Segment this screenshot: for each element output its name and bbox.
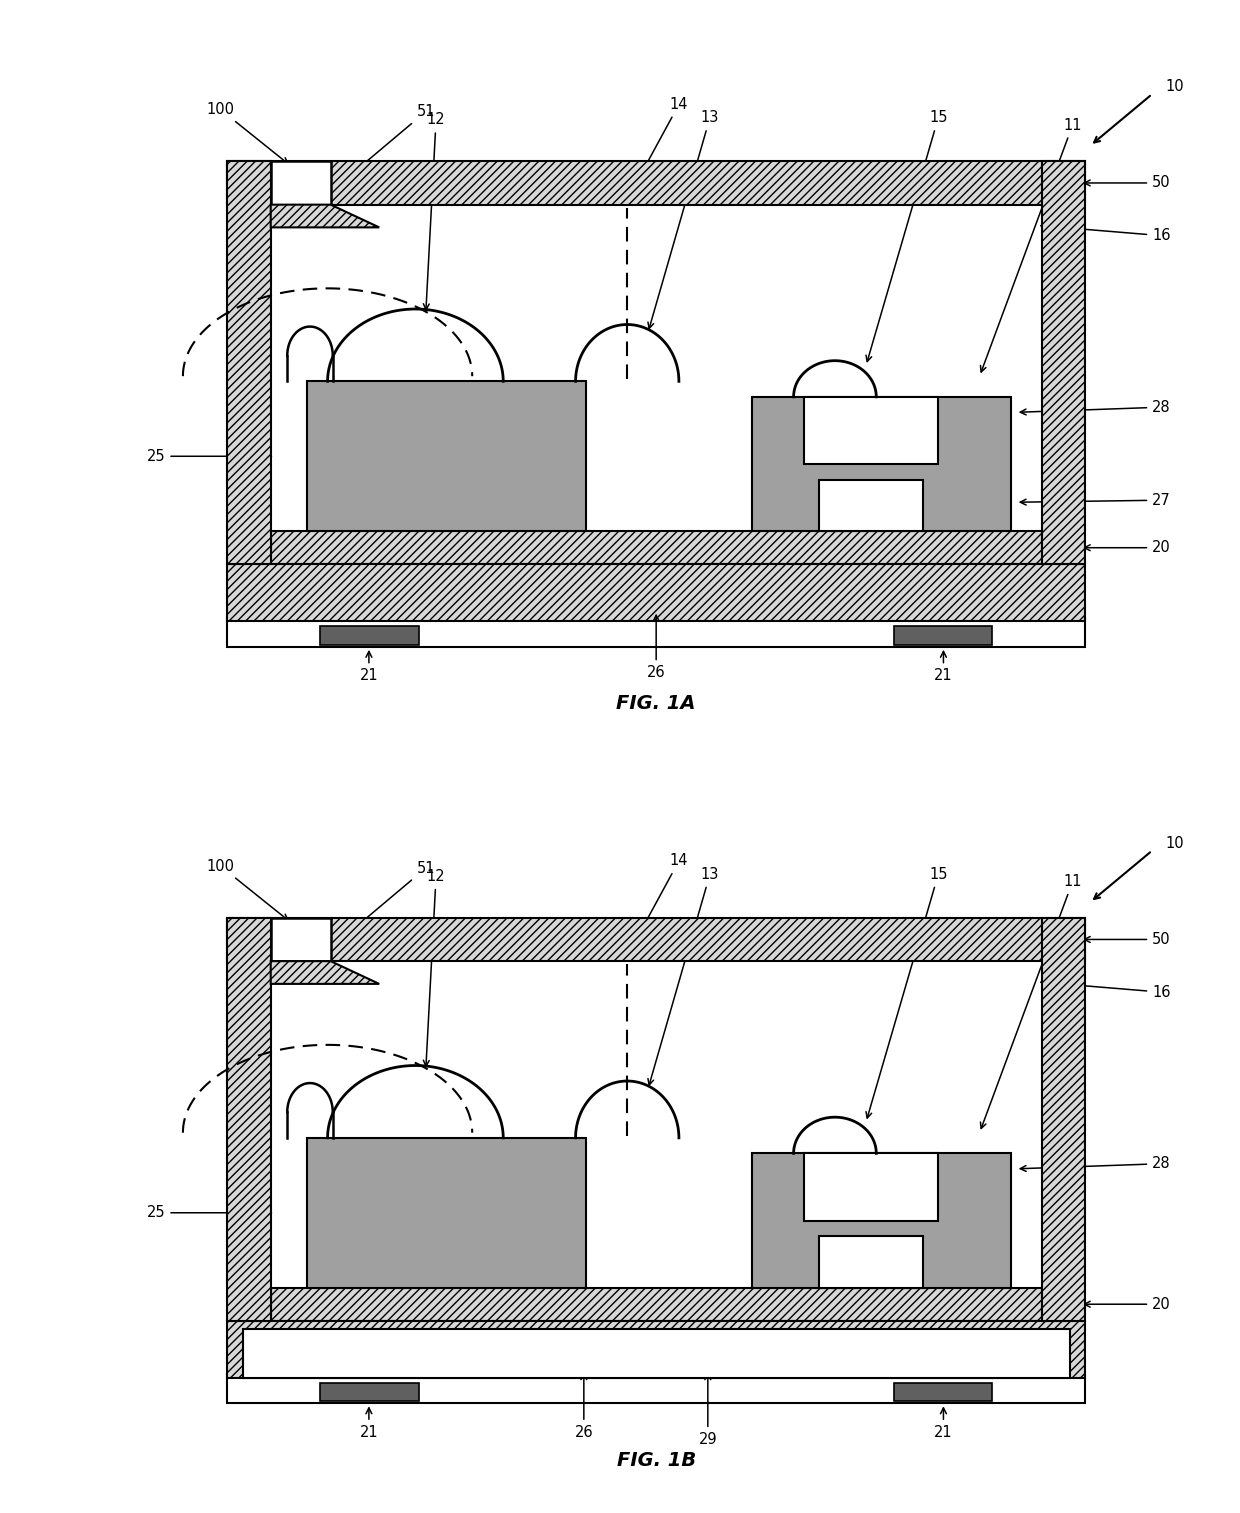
Bar — [894, 1383, 992, 1401]
Text: 14: 14 — [630, 97, 688, 195]
Polygon shape — [270, 204, 379, 227]
Text: 15: 15 — [866, 867, 947, 1118]
Text: 12: 12 — [423, 112, 445, 310]
Text: 21: 21 — [360, 652, 378, 684]
Text: 13: 13 — [649, 867, 719, 1085]
Bar — [270, 204, 327, 224]
Text: 25: 25 — [146, 449, 272, 464]
Bar — [243, 1328, 1069, 1377]
Text: 51: 51 — [331, 104, 435, 192]
Text: FIG. 1B: FIG. 1B — [616, 1451, 696, 1469]
Bar — [270, 162, 331, 204]
Bar — [306, 381, 585, 531]
Text: 27: 27 — [1021, 493, 1171, 508]
Polygon shape — [270, 961, 379, 983]
Text: 11: 11 — [981, 875, 1081, 1129]
Bar — [227, 564, 1085, 620]
Bar — [227, 617, 1085, 648]
Text: 28: 28 — [1021, 399, 1171, 415]
Bar — [270, 204, 1042, 564]
Bar — [753, 1153, 1011, 1288]
Bar — [270, 1288, 1042, 1321]
Bar — [227, 918, 1085, 961]
Bar — [320, 1383, 419, 1401]
Text: 20: 20 — [1084, 540, 1171, 555]
Text: 16: 16 — [1040, 224, 1171, 244]
Text: 21: 21 — [934, 652, 952, 684]
Text: 14: 14 — [630, 853, 688, 952]
Bar — [804, 1153, 939, 1221]
Text: 21: 21 — [360, 1409, 378, 1440]
Bar — [270, 961, 327, 980]
Text: 25: 25 — [146, 1206, 272, 1221]
Text: 12: 12 — [423, 868, 445, 1067]
Bar — [1042, 162, 1085, 564]
Bar — [270, 531, 1042, 564]
Text: 100: 100 — [207, 101, 288, 163]
Text: 13: 13 — [649, 110, 719, 328]
Text: 51: 51 — [331, 861, 435, 949]
Bar — [227, 1374, 1085, 1404]
Bar — [227, 1321, 1085, 1377]
Bar — [270, 918, 331, 961]
Bar — [894, 626, 992, 645]
Bar — [270, 961, 1042, 1321]
Text: 100: 100 — [207, 858, 288, 920]
Bar — [820, 1236, 923, 1288]
Bar — [306, 1138, 585, 1288]
Text: 11: 11 — [981, 118, 1081, 372]
Bar — [227, 162, 1085, 204]
Bar — [1042, 918, 1085, 1321]
Text: 20: 20 — [1084, 1297, 1171, 1312]
Text: 50: 50 — [1084, 932, 1171, 947]
Text: 28: 28 — [1021, 1156, 1171, 1171]
Text: FIG. 1A: FIG. 1A — [616, 694, 696, 713]
Text: 50: 50 — [1084, 176, 1171, 191]
Text: 15: 15 — [866, 110, 947, 362]
Text: 21: 21 — [934, 1409, 952, 1440]
Bar — [227, 918, 270, 1321]
Bar — [820, 480, 923, 531]
Text: 26: 26 — [647, 616, 666, 681]
Text: 10: 10 — [1166, 79, 1184, 94]
Bar — [227, 162, 270, 564]
Bar — [320, 626, 419, 645]
Text: 26: 26 — [574, 1374, 593, 1440]
Bar — [753, 396, 1011, 531]
Text: 29: 29 — [698, 1374, 717, 1446]
Bar — [804, 396, 939, 464]
Text: 10: 10 — [1166, 835, 1184, 850]
Text: 16: 16 — [1040, 980, 1171, 1000]
